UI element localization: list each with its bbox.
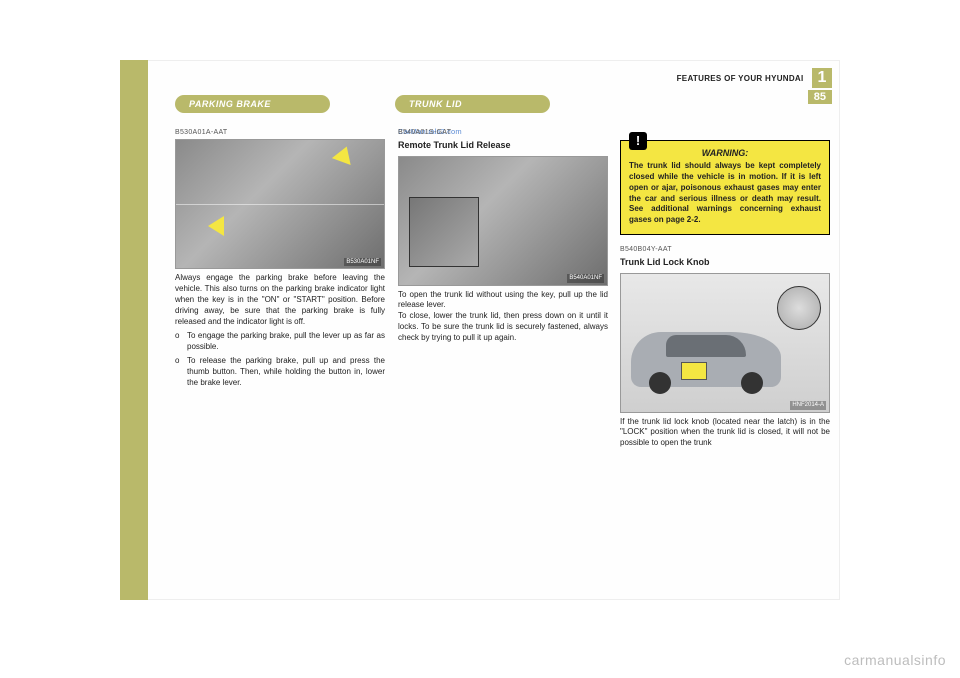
warning-text: The trunk lid should always be kept comp… xyxy=(629,161,821,226)
page-number: 85 xyxy=(808,90,832,104)
parking-brake-tab-label: PARKING BRAKE xyxy=(189,99,271,109)
car-wheel xyxy=(649,372,671,394)
parking-brake-figure xyxy=(175,139,385,269)
parking-brake-tab: PARKING BRAKE xyxy=(175,95,330,113)
lock-knob-figure xyxy=(620,273,830,413)
bullet-text: To engage the parking brake, pull the le… xyxy=(187,331,385,353)
trunk-release-para: To open the trunk lid without using the … xyxy=(398,290,608,344)
chapter-number: 1 xyxy=(812,68,832,88)
col-parking: B530A01A-AAT Always engage the parking b… xyxy=(175,128,385,391)
arrow-icon xyxy=(208,216,224,236)
trunk-release-title: Remote Trunk Lid Release xyxy=(398,139,608,151)
col-trunk-right: ! WARNING: The trunk lid should always b… xyxy=(620,140,830,453)
trunk-release-code: B540A01S-GAT xyxy=(398,128,608,137)
car-wheel xyxy=(741,372,763,394)
list-item: o To engage the parking brake, pull the … xyxy=(175,331,385,353)
list-item: o To release the parking brake, pull up … xyxy=(175,356,385,388)
car-window xyxy=(666,335,746,357)
lock-title: Trunk Lid Lock Knob xyxy=(620,256,830,268)
warning-title: WARNING: xyxy=(629,147,821,159)
col-trunk-release: B540A01S-GAT Remote Trunk Lid Release To… xyxy=(398,128,608,348)
trunk-lid-tab: TRUNK LID xyxy=(395,95,550,113)
bullet-icon: o xyxy=(175,331,187,353)
lock-code: B540B04Y-AAT xyxy=(620,245,830,254)
lock-para: If the trunk lid lock knob (located near… xyxy=(620,417,830,449)
trunk-release-para-text: To open the trunk lid without using the … xyxy=(398,290,608,344)
parking-code: B530A01A-AAT xyxy=(175,128,385,137)
trunk-lid-tab-label: TRUNK LID xyxy=(409,99,462,109)
bullet-text: To release the parking brake, pull up an… xyxy=(187,356,385,388)
features-label: FEATURES OF YOUR HYUNDAI xyxy=(677,74,804,83)
parking-para-text: Always engage the parking brake before l… xyxy=(175,273,385,327)
parking-bullets: o To engage the parking brake, pull the … xyxy=(175,331,385,388)
figure-inset xyxy=(409,197,479,267)
lock-para-text: If the trunk lid lock knob (located near… xyxy=(620,417,830,449)
warning-icon: ! xyxy=(629,132,647,150)
figure-inset xyxy=(777,286,821,330)
warning-box: ! WARNING: The trunk lid should always b… xyxy=(620,140,830,235)
trunk-release-figure xyxy=(398,156,608,286)
parking-para: Always engage the parking brake before l… xyxy=(175,273,385,327)
bullet-icon: o xyxy=(175,356,187,388)
arrow-icon xyxy=(332,143,356,165)
watermark-bottom: carmanualsinfo xyxy=(844,652,946,668)
left-olive-strip xyxy=(120,60,148,600)
header: FEATURES OF YOUR HYUNDAI 1 xyxy=(677,68,832,88)
arrow-badge-icon xyxy=(681,362,707,380)
